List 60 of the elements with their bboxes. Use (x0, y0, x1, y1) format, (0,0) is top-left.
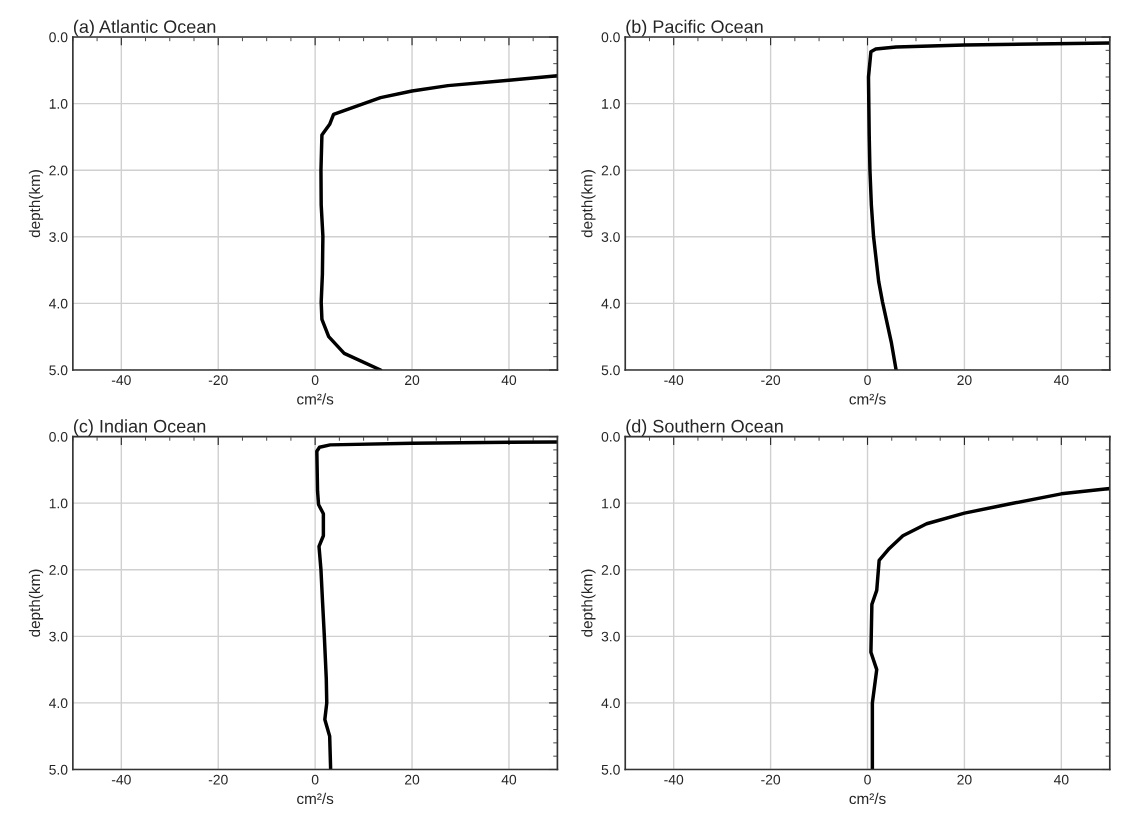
y-axis-title: depth(km) (28, 170, 44, 238)
y-tick-label: 5.0 (49, 764, 68, 775)
x-tick-label: -20 (761, 375, 781, 386)
y-tick-label: 5.0 (601, 365, 620, 376)
y-tick-label: 5.0 (601, 764, 620, 775)
y-tick-label: 3.0 (49, 631, 68, 642)
x-tick-label: 20 (957, 774, 972, 785)
x-tick-label: 0 (311, 375, 319, 386)
x-tick-label: 40 (1053, 375, 1069, 386)
chart-title: (d) Southern Ocean (626, 419, 783, 437)
x-axis-title: cm²/s (849, 792, 886, 805)
y-tick-label: 1.0 (602, 98, 620, 109)
y-tick-label: 2.0 (601, 165, 620, 176)
x-tick-label: -20 (761, 774, 781, 785)
x-axis-title: cm²/s (297, 393, 334, 405)
chart-title: (b) Pacific Ocean (626, 19, 763, 37)
y-tick-label: 2.0 (601, 565, 620, 575)
x-tick-label: -20 (208, 774, 228, 785)
y-tick-label: 3.0 (601, 232, 620, 242)
x-tick-label: -40 (664, 375, 684, 386)
y-tick-label: 1.0 (49, 98, 68, 109)
y-tick-label: 0.0 (601, 431, 620, 442)
y-tick-label: 4.0 (49, 298, 68, 309)
x-tick-label: -40 (664, 774, 684, 785)
y-tick-label: 3.0 (49, 232, 68, 242)
y-tick-label: 0.0 (49, 431, 68, 442)
y-tick-label: 2.0 (49, 565, 68, 575)
x-tick-label: 40 (501, 375, 517, 386)
x-tick-label: -20 (208, 375, 228, 386)
x-tick-label: 20 (957, 375, 972, 386)
y-tick-label: 2.0 (49, 165, 68, 176)
line-series (319, 73, 558, 370)
chart-title: (a) Atlantic Ocean (73, 19, 216, 37)
x-tick-label: -40 (111, 375, 131, 386)
x-tick-label: 20 (405, 375, 420, 386)
y-tick-label: 4.0 (601, 698, 620, 709)
x-tick-label: 20 (405, 774, 420, 785)
x-tick-label: -40 (111, 774, 131, 785)
y-axis-title: depth(km) (581, 569, 596, 637)
y-tick-label: 4.0 (49, 698, 68, 709)
y-axis-title: depth(km) (28, 569, 44, 637)
x-axis-title: cm²/s (297, 792, 334, 805)
line-series (869, 486, 1110, 770)
y-tick-label: 1.0 (49, 498, 68, 509)
y-tick-label: 5.0 (49, 365, 68, 376)
line-series (315, 440, 558, 770)
line-series (866, 41, 1110, 370)
y-tick-label: 4.0 (601, 298, 620, 309)
y-axis-title: depth(km) (581, 170, 596, 238)
x-tick-label: 0 (864, 375, 871, 386)
x-tick-label: 0 (864, 774, 871, 785)
y-tick-label: 3.0 (601, 631, 620, 642)
x-axis-title: cm²/s (849, 393, 886, 405)
y-tick-label: 0.0 (49, 32, 68, 43)
x-tick-label: 0 (311, 774, 319, 785)
x-tick-label: 40 (501, 774, 517, 785)
y-tick-label: 0.0 (601, 32, 620, 43)
chart-title: (c) Indian Ocean (73, 419, 206, 437)
x-tick-label: 40 (1053, 774, 1069, 785)
y-tick-label: 1.0 (602, 498, 620, 509)
